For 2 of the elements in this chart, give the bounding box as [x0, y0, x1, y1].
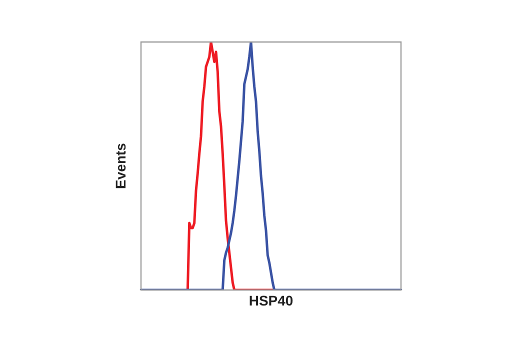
y-axis-title: Events: [112, 142, 128, 189]
x-axis-title: HSP40: [248, 292, 294, 308]
